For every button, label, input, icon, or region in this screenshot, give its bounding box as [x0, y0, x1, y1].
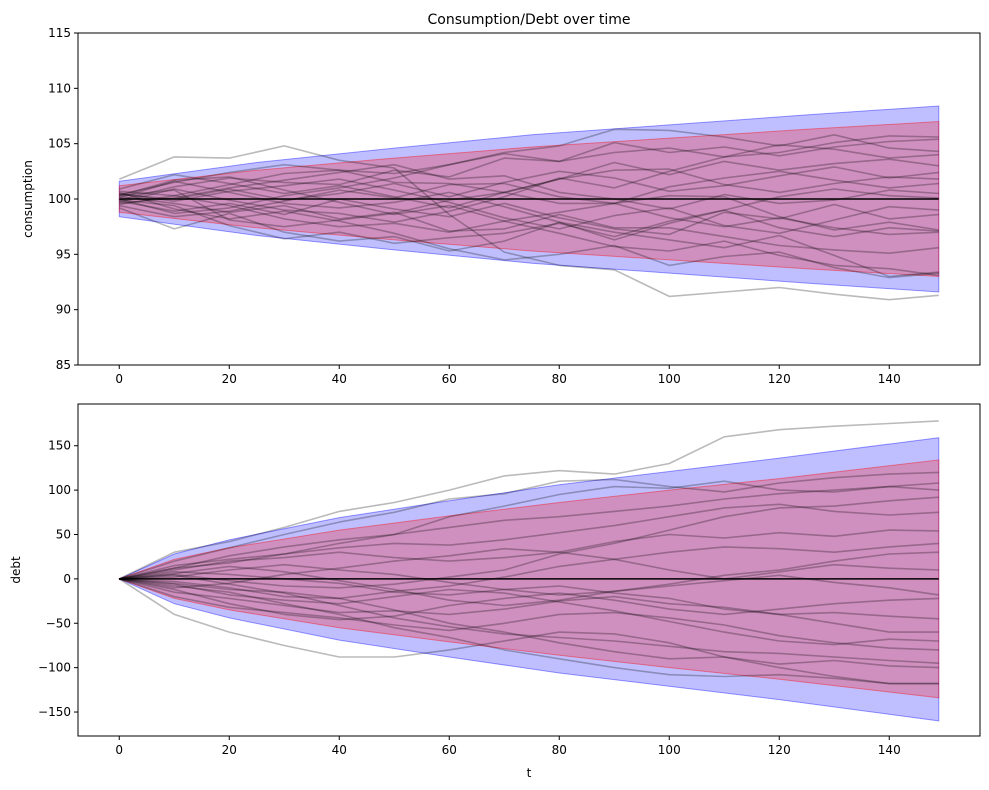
consumption-sample-path-19	[119, 188, 939, 245]
consumption-sample-path-13	[119, 170, 939, 218]
consumption-sample-path-16	[119, 144, 939, 223]
y-tick-label: 50	[56, 527, 71, 541]
debt-sample-path-7	[119, 578, 939, 633]
y-tick-label: 100	[48, 483, 71, 497]
y-tick-label: 105	[48, 137, 71, 151]
debt-sample-path-6	[119, 496, 939, 589]
consumption-sample-path-7	[119, 168, 939, 206]
chart-title: Consumption/Debt over time	[428, 12, 631, 28]
y-tick-label: 110	[48, 81, 71, 95]
y-tick-label: 150	[48, 439, 71, 453]
debt-sample-path-2	[118, 578, 939, 685]
consumption-sample-path-8	[119, 191, 939, 279]
debt-sample-path-15	[119, 542, 939, 600]
debt-plot-area	[117, 420, 940, 722]
consumption-sample-path-4	[119, 158, 939, 209]
y-tick-label: 100	[48, 192, 71, 206]
debt-sample-path-1	[118, 420, 939, 580]
consumption-sample-path-17	[119, 138, 939, 215]
debt-sample-path-16	[119, 551, 939, 607]
debt-sample-path-17	[119, 578, 939, 646]
y-tick-label: −100	[38, 661, 71, 675]
consumption-plot-area	[118, 105, 940, 301]
debt-sample-path-20	[119, 574, 939, 664]
x-tick-label: 100	[658, 372, 681, 386]
consumption-ticks: 0 20 40 60 80 100 120 140 85 90 95 100 105 110 115	[48, 26, 901, 386]
consumption-sample-path-10	[119, 196, 939, 254]
consumption-subplot: 0 20 40 60 80 100 120 140 85 90 95 100 105 110 115 Con…	[21, 12, 981, 386]
debt-y-axis-label: debt	[9, 556, 23, 584]
consumption-sample-path-14	[119, 180, 939, 241]
x-tick-label: 140	[878, 372, 901, 386]
x-tick-label: 0	[115, 743, 123, 757]
consumption-sample-path-6	[119, 189, 939, 231]
x-tick-label: 20	[222, 372, 237, 386]
debt-axes-frame	[77, 403, 981, 737]
debt-sample-path-8	[119, 529, 939, 580]
consumption-sample-path-1	[119, 145, 939, 301]
consumption-sample-path-12	[119, 190, 939, 236]
debt-sample-path-19	[119, 578, 939, 621]
consumption-sample-path-18	[119, 176, 939, 277]
x-tick-label: 120	[768, 372, 791, 386]
consumption-y-axis-label: consumption	[21, 160, 35, 238]
x-tick-label: 100	[658, 743, 681, 757]
debt-sample-path-5	[119, 578, 939, 685]
x-tick-label: 0	[115, 372, 123, 386]
debt-sample-path-13	[119, 578, 939, 651]
consumption-sample-path-15	[119, 178, 939, 235]
consumption-sample-path-9	[119, 135, 939, 201]
x-tick-label: 140	[878, 743, 901, 757]
x-tick-label: 20	[222, 743, 237, 757]
debt-sample-path-9	[119, 578, 939, 669]
consumption-sample-path-11	[119, 163, 939, 210]
x-tick-label: 80	[552, 372, 567, 386]
consumption-sample-path-2	[119, 128, 939, 196]
y-tick-label: 90	[56, 303, 71, 317]
x-tick-label: 40	[332, 743, 347, 757]
y-tick-label: −150	[38, 705, 71, 719]
y-tick-label: 85	[56, 358, 71, 372]
debt-sample-path-3	[119, 471, 939, 580]
y-tick-label: 115	[48, 26, 71, 40]
x-tick-label: 40	[332, 372, 347, 386]
consumption-sample-path-5	[119, 198, 939, 236]
debt-sample-path-18	[119, 482, 939, 580]
debt-sample-path-10	[119, 570, 939, 620]
x-tick-label: 120	[768, 743, 791, 757]
y-tick-label: −50	[46, 616, 71, 630]
debt-sample-path-4	[119, 480, 939, 580]
y-tick-label: 0	[63, 572, 71, 586]
debt-sample-path-12	[119, 503, 939, 580]
debt-subplot: 0 20 40 60 80 100 120 140 −150 −100 −50 0 50 100 150 d…	[9, 403, 981, 780]
y-tick-label: 95	[56, 247, 71, 261]
x-tick-label: 60	[442, 372, 457, 386]
x-tick-label: 60	[442, 743, 457, 757]
x-tick-label: 80	[552, 743, 567, 757]
consumption-sample-path-3	[119, 207, 939, 278]
debt-ticks: 0 20 40 60 80 100 120 140 −150 −100 −50 0 50 100 150	[38, 439, 901, 757]
x-axis-label: t	[527, 766, 532, 780]
consumption-sample-path-20	[119, 166, 939, 201]
